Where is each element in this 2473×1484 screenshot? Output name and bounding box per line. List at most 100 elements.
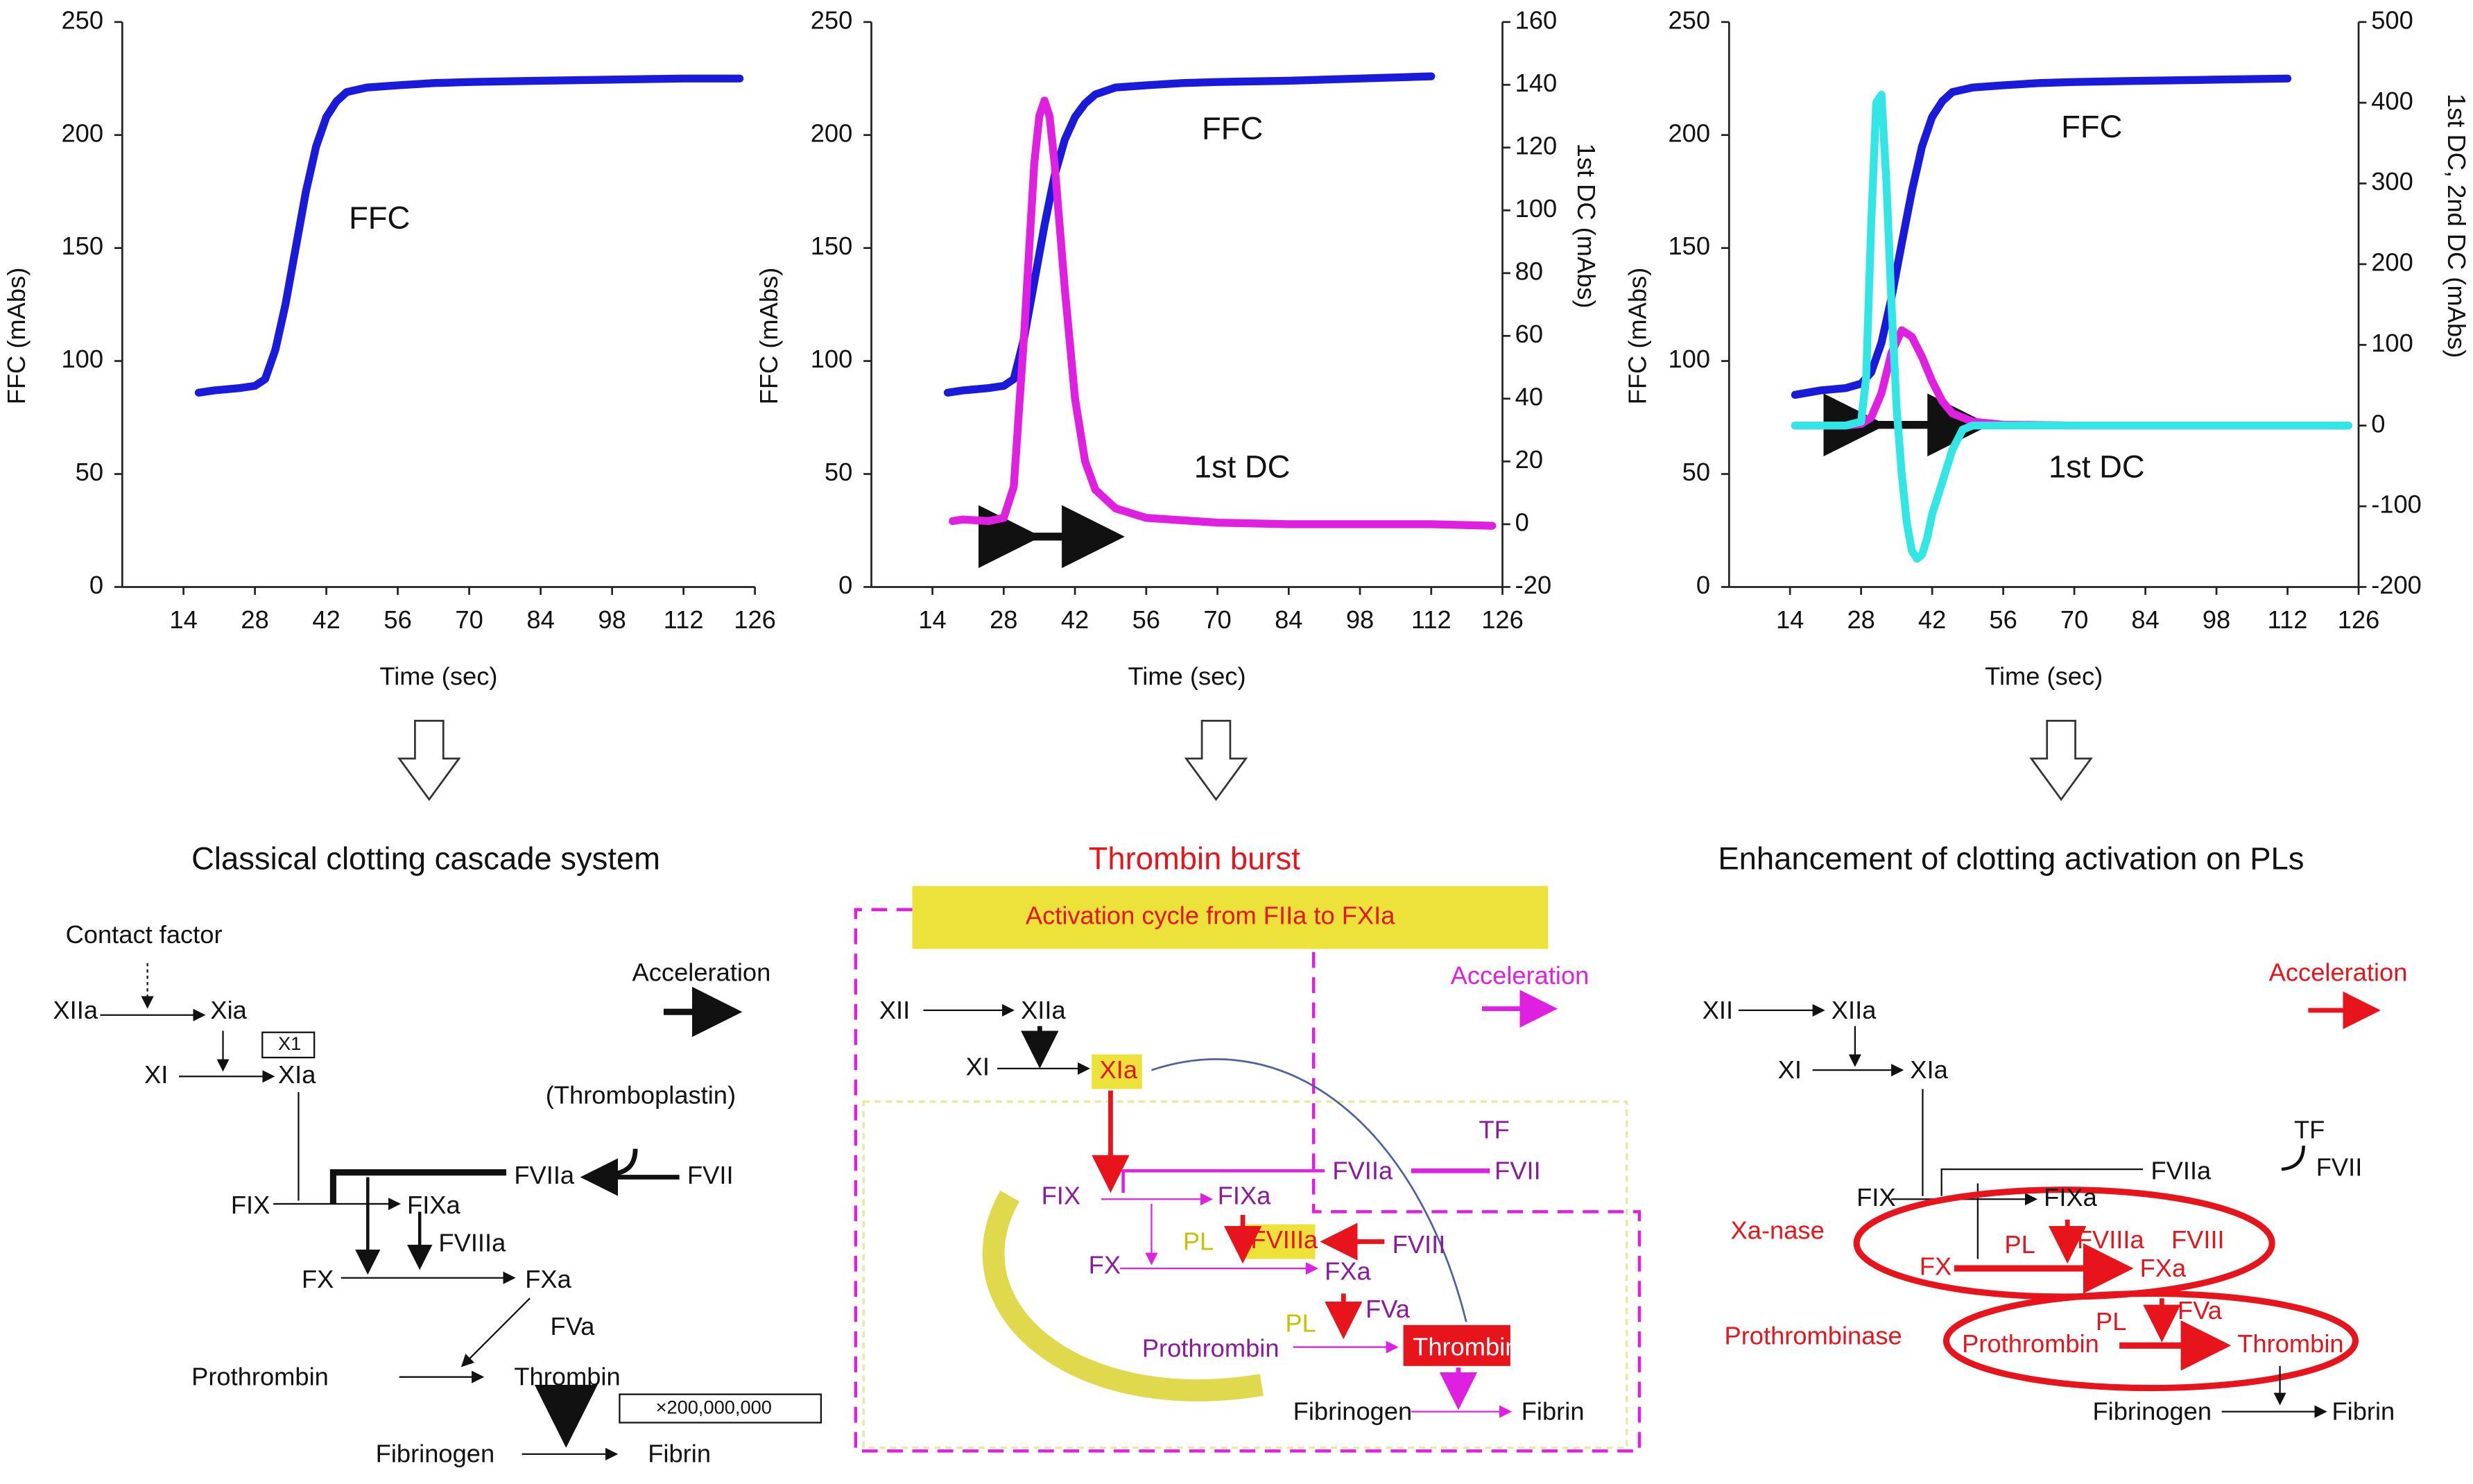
- diagram-label: FVIIIa: [1250, 1225, 1318, 1254]
- y-tick-label: 100: [811, 345, 853, 373]
- diagram-label: Thrombin: [2237, 1329, 2343, 1358]
- data-line: [949, 96, 1497, 530]
- x-tick-label: 28: [1847, 605, 1875, 634]
- diagram-label: Fibrin: [1522, 1397, 1585, 1425]
- x-tick-label: 98: [2203, 605, 2230, 634]
- diagram-label: XIa: [278, 1060, 316, 1089]
- diagram-label: Fibrinogen: [2093, 1397, 2212, 1425]
- diagram-label: FXa: [1325, 1257, 1371, 1286]
- y2-axis-label: 1st DC, 2nd DC (mAbs): [2442, 94, 2471, 358]
- diagram-label: Acceleration: [2269, 958, 2408, 986]
- diagram-label: FVIIa: [514, 1161, 575, 1189]
- diagram-label: Prothrombin: [191, 1363, 329, 1391]
- diagram-label: Thrombin: [514, 1363, 620, 1391]
- diagram-label: XI: [966, 1052, 990, 1080]
- y2-tick-label: 80: [1515, 257, 1543, 285]
- y-tick-label: 200: [62, 119, 104, 147]
- diagram-label: Contact factor: [66, 920, 223, 949]
- diagram-label: Prothrombin: [1142, 1334, 1279, 1363]
- x-tick-label: 42: [1918, 605, 1946, 634]
- y-tick-label: 150: [811, 232, 853, 260]
- diagram: Classical clotting cascade system Contact…: [53, 840, 771, 1467]
- y-tick-label: 150: [62, 232, 104, 260]
- diagram-label: FXa: [525, 1265, 571, 1293]
- x-axis-label: Time (sec): [379, 662, 497, 691]
- pl-shapes: [1738, 991, 2381, 1418]
- diagram-label: FVa: [1365, 1295, 1411, 1323]
- diagram-label: XIIa: [53, 996, 98, 1024]
- x-axis-label: Time (sec): [1128, 662, 1246, 691]
- y-axis-label: FFC (mAbs): [755, 268, 783, 405]
- y2-tick-label: 200: [2371, 248, 2413, 277]
- diagram: Thrombin burst Activation cycle from FIIa…: [879, 840, 1589, 1425]
- diagram-label: Thrombin: [1413, 1332, 1519, 1361]
- x-tick-label: 70: [1203, 605, 1231, 634]
- chart: 14 28 42 56 70 84 98 112 126 0 50 100 150 200 250 -200 -…: [1623, 6, 2471, 690]
- cascade-arrows: [100, 963, 822, 1460]
- y-tick-label: 50: [76, 458, 103, 486]
- data-line: [943, 72, 1436, 397]
- x-tick-label: 42: [1061, 605, 1089, 634]
- annotation: FFC: [2061, 109, 2122, 144]
- y2-tick-label: 500: [2371, 6, 2413, 34]
- diagram-label: Fibrinogen: [1293, 1397, 1413, 1425]
- data-line: [1791, 90, 2352, 563]
- diagram-label: FVIIa: [1332, 1156, 1393, 1184]
- x-tick-label: 42: [312, 605, 340, 634]
- y-tick-label: 200: [1669, 119, 1711, 147]
- y-tick-label: 100: [62, 345, 104, 373]
- diagram-label: FVIII: [2171, 1225, 2225, 1254]
- diagram-label: FVIII: [1393, 1230, 1446, 1259]
- y2-tick-label: 0: [2371, 409, 2385, 438]
- x-tick-label: 28: [990, 605, 1017, 634]
- x-tick-label: 84: [526, 605, 554, 634]
- y-tick-label: 0: [1696, 571, 1710, 599]
- chart: 14 28 42 56 70 84 98 112 126 0 50 100 150 200 250 -20 0 2…: [755, 6, 1601, 690]
- diagram-label: Activation cycle from FIIa to FXIa: [1026, 901, 1395, 930]
- diagram-label: FVII: [2316, 1153, 2363, 1182]
- diagram-label: PL: [1183, 1227, 1214, 1255]
- y-tick-label: 50: [1682, 458, 1710, 486]
- diagram-label: FVII: [687, 1161, 734, 1189]
- annotation: 1st DC: [1194, 449, 1291, 484]
- y2-tick-label: 140: [1515, 69, 1558, 97]
- diagram-label: XII: [1703, 996, 1733, 1024]
- diagram-label: PL: [2004, 1230, 2035, 1259]
- diagram-label: Xia: [210, 996, 247, 1024]
- diagram-label: Acceleration: [1451, 961, 1589, 990]
- y2-tick-label: -200: [2371, 571, 2422, 599]
- diagram-label: FXa: [2140, 1254, 2187, 1282]
- y-tick-label: 250: [811, 6, 853, 34]
- y2-tick-label: 400: [2371, 87, 2413, 115]
- y-tick-label: 250: [62, 6, 104, 34]
- diagram-label: FIX: [231, 1191, 270, 1219]
- y2-tick-label: 0: [1515, 508, 1529, 537]
- diagram-label: Acceleration: [632, 958, 771, 986]
- y2-tick-label: -100: [2371, 490, 2422, 519]
- x-tick-label: 14: [918, 605, 946, 634]
- x-tick-label: 70: [455, 605, 483, 634]
- x-axis-label: Time (sec): [1985, 662, 2103, 691]
- diagram-label: (Thromboplastin): [546, 1080, 736, 1109]
- x-tick-label: 56: [1132, 605, 1160, 634]
- diagram-label: X1: [278, 1033, 301, 1054]
- diagram-label: XIIa: [1832, 996, 1877, 1024]
- y2-tick-label: 60: [1515, 320, 1543, 348]
- chart: 14 28 42 56 70 84 98 112 126 0 50 100 150 200 250 Time …: [2, 6, 776, 690]
- y-tick-label: 200: [811, 119, 853, 147]
- diagram-label: XI: [1778, 1055, 1802, 1084]
- diagram-label: FX: [1089, 1250, 1121, 1279]
- diagram-title: Thrombin burst: [1089, 840, 1301, 876]
- x-tick-label: 84: [2131, 605, 2159, 634]
- diagram-label: PL: [2096, 1307, 2126, 1336]
- diagram-label: ×200,000,000: [656, 1396, 772, 1417]
- diagram-label: TF: [2294, 1115, 2325, 1144]
- diagram-label: Fibrin: [648, 1440, 711, 1468]
- x-tick-label: 112: [1411, 605, 1451, 634]
- x-tick-label: 14: [169, 605, 197, 634]
- y-tick-label: 50: [825, 458, 852, 486]
- diagram-label: FIXa: [1218, 1182, 1271, 1210]
- x-tick-label: 112: [664, 605, 704, 634]
- diagram-label: XI: [144, 1060, 168, 1089]
